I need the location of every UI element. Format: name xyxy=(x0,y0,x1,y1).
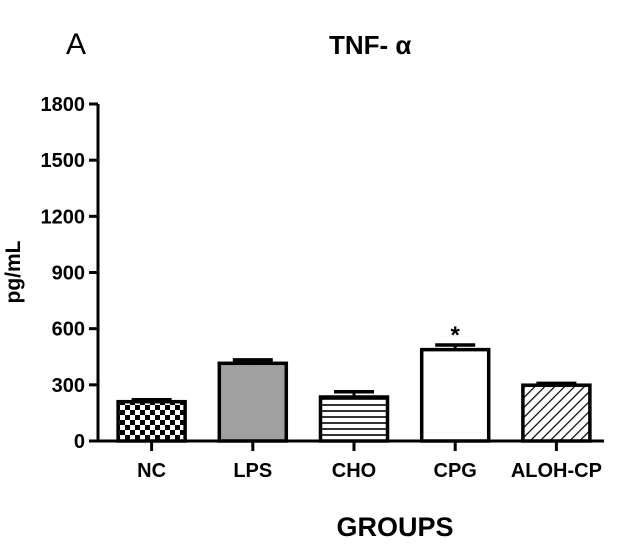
x-tick-label: NC xyxy=(137,460,166,482)
x-tick-label: LPS xyxy=(233,460,272,482)
y-tick-label: 0 xyxy=(74,431,85,453)
x-tick-label: ALOH-CP xyxy=(511,460,602,482)
y-tick-label: 300 xyxy=(52,375,85,397)
y-tick-label: 900 xyxy=(52,263,85,285)
chart-title: TNF- α xyxy=(329,30,412,60)
x-axis-label: GROUPS xyxy=(336,512,454,542)
significance-marker: * xyxy=(451,322,461,349)
y-tick-label: 1800 xyxy=(41,94,86,116)
bar-aloh-cp xyxy=(521,383,592,443)
y-tick-label: 600 xyxy=(52,319,85,341)
panel-letter: A xyxy=(66,28,87,61)
y-tick-label: 1200 xyxy=(41,206,86,228)
x-tick-label: CPG xyxy=(434,460,477,482)
bar-cho xyxy=(318,395,390,443)
axes-group: 0 300 600 900 1200 1500 1800 NC LPS CHO CPG ALOH-CP xyxy=(41,94,604,482)
x-tick-label: CHO xyxy=(332,460,376,482)
bar-nc xyxy=(116,399,187,443)
bar-lps xyxy=(217,361,289,443)
y-tick-label: 1500 xyxy=(41,150,86,172)
bars-group: * xyxy=(116,322,592,443)
bar-cpg xyxy=(419,347,491,443)
